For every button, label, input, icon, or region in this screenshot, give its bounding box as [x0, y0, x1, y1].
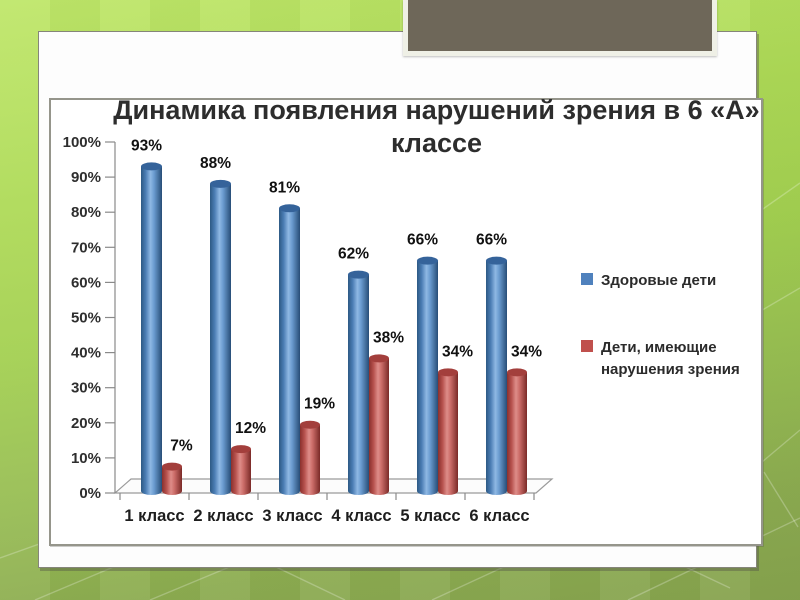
bar-chart: 100% 90% 80% 70% 60% 50% 40% 30% 20% 10% 0% 1 класс… [63, 134, 554, 525]
legend-swatch-healthy [581, 273, 593, 285]
x-tick-label-5: 5 класс [400, 507, 460, 525]
legend-item-impaired: Дети, имеющие нарушения зрения [581, 337, 746, 382]
bar-healthy-2 [210, 179, 231, 495]
slide-title-line2: классе [390, 127, 483, 158]
data-label-healthy-6: 66% [476, 232, 507, 249]
y-tick-label: 90% [71, 169, 101, 186]
x-axis: 1 класс 2 класс 3 класс 4 класс 5 класс 6 кла… [119, 493, 535, 525]
bar-impaired-4 [369, 354, 389, 495]
bar-impaired-1 [162, 462, 182, 495]
data-label-impaired-3: 19% [304, 396, 335, 413]
top-banner-box [403, 0, 717, 56]
x-tick-label-2: 2 класс [193, 507, 253, 525]
mesh-line [763, 471, 799, 528]
bar-healthy-4 [348, 270, 369, 495]
slide-title-line1: Динамика появления нарушений зрения в 6 … [113, 95, 760, 125]
slide-title: Динамика появления нарушений зрения в 6 … [77, 94, 796, 160]
legend-label-impaired: Дети, имеющие нарушения зрения [601, 338, 740, 379]
data-label-impaired-2: 12% [235, 420, 266, 437]
chart-legend: Здоровые дети Дети, имеющие нарушения зре… [581, 270, 746, 382]
x-tick-label-6: 6 класс [469, 507, 529, 525]
legend-label-healthy: Здоровые дети [601, 272, 717, 289]
data-label-impaired-6: 34% [511, 343, 542, 360]
bar-healthy-3 [279, 204, 300, 495]
legend-swatch-impaired [581, 339, 593, 352]
x-tick-label-3: 3 класс [262, 507, 322, 525]
bar-impaired-5 [438, 368, 458, 495]
bar-impaired-3 [300, 420, 320, 495]
y-tick-label: 40% [71, 345, 101, 362]
mesh-line [761, 429, 800, 463]
chart-frame: 100% 90% 80% 70% 60% 50% 40% 30% 20% 10% 0% 1 класс… [49, 98, 763, 546]
data-label-healthy-3: 81% [269, 179, 300, 196]
y-tick-label: 60% [71, 274, 101, 291]
data-label-impaired-1: 7% [170, 438, 193, 455]
bar-impaired-2 [231, 445, 251, 495]
y-axis: 100% 90% 80% 70% 60% 50% 40% 30% 20% 10% 0% [63, 134, 116, 502]
y-tick-label: 100% [63, 134, 101, 151]
bar-healthy-1 [141, 162, 162, 495]
y-tick-label: 20% [71, 415, 101, 432]
y-tick-label: 0% [79, 485, 101, 502]
bar-impaired-6 [507, 368, 527, 495]
data-label-healthy-2: 88% [200, 155, 231, 172]
y-tick-label: 80% [71, 204, 101, 221]
data-label-healthy-1: 93% [131, 137, 162, 154]
data-label-impaired-5: 34% [442, 343, 473, 360]
y-tick-label: 70% [71, 239, 101, 256]
x-tick-label-4: 4 класс [331, 507, 391, 525]
x-tick-label-1: 1 класс [124, 507, 184, 525]
data-label-healthy-5: 66% [407, 232, 438, 249]
bar-healthy-5 [417, 256, 438, 495]
y-tick-label: 50% [71, 310, 101, 327]
y-tick-label: 30% [71, 380, 101, 397]
data-label-impaired-4: 38% [373, 329, 404, 346]
data-label-healthy-4: 62% [338, 246, 369, 263]
y-tick-label: 10% [71, 450, 101, 467]
bar-healthy-6 [486, 256, 507, 495]
legend-item-healthy: Здоровые дети [581, 270, 746, 293]
